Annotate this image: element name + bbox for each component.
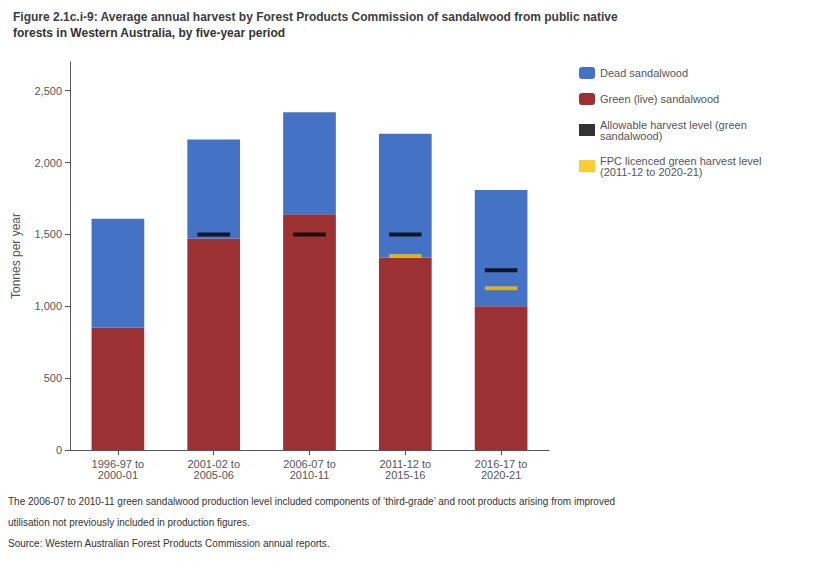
svg-text:2000-01: 2000-01	[98, 469, 138, 481]
svg-text:1,000: 1,000	[34, 300, 62, 312]
svg-text:2020-21: 2020-21	[481, 469, 521, 481]
svg-text:Dead sandalwood: Dead sandalwood	[600, 67, 688, 79]
svg-text:1996-97 to: 1996-97 to	[91, 457, 145, 470]
svg-text:(2011-12 to 2020-21): (2011-12 to 2020-21)	[600, 166, 703, 178]
svg-text:sandalwood): sandalwood)	[600, 130, 662, 142]
svg-text:2015-16: 2015-16	[385, 469, 425, 481]
svg-text:500: 500	[44, 372, 62, 384]
svg-text:2005-06: 2005-06	[194, 469, 234, 481]
svg-text:The 2006-07 to 2010-11 green s: The 2006-07 to 2010-11 green sandalwood …	[8, 496, 615, 507]
svg-text:FPC licenced green harvest lev: FPC licenced green harvest level	[600, 154, 762, 167]
svg-text:2016-17 to: 2016-17 to	[474, 457, 528, 470]
svg-text:Tonnes per year: Tonnes per year	[9, 213, 23, 299]
svg-text:Source: Western Australian For: Source: Western Australian Forest Produc…	[8, 538, 330, 549]
svg-text:Allowable harvest level (green: Allowable harvest level (green	[600, 118, 747, 131]
svg-text:Green (live) sandalwood: Green (live) sandalwood	[600, 93, 719, 105]
svg-text:0: 0	[56, 444, 62, 456]
svg-text:1,500: 1,500	[34, 228, 62, 240]
svg-text:Figure 2.1c.i-9: Average annua: Figure 2.1c.i-9: Average annual harvest …	[13, 10, 618, 24]
svg-text:2,500: 2,500	[34, 85, 62, 97]
svg-text:2010-11: 2010-11	[290, 469, 330, 481]
svg-text:2001-02 to: 2001-02 to	[187, 457, 240, 470]
svg-text:utilisation not previously inc: utilisation not previously included in p…	[8, 517, 250, 528]
svg-text:forests in Western Australia,: forests in Western Australia, by five-ye…	[13, 26, 285, 40]
svg-text:2006-07 to: 2006-07 to	[283, 457, 336, 470]
svg-text:2011-12 to: 2011-12 to	[379, 457, 432, 470]
svg-text:2,000: 2,000	[34, 157, 62, 169]
